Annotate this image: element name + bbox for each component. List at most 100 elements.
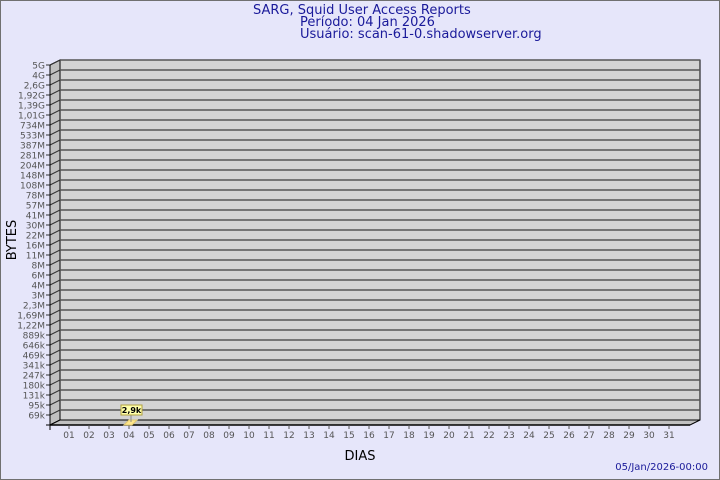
grid-line-side (49, 99, 61, 106)
grid-line-side (49, 89, 61, 96)
x-tick-label: 09 (223, 431, 235, 441)
y-tick-label: 180k (23, 382, 46, 392)
grid-line-side (49, 289, 61, 296)
grid-line-side (49, 109, 61, 116)
x-tick-label: 08 (203, 431, 215, 441)
x-tick-label: 06 (163, 431, 175, 441)
y-tick-label: 1,69M (17, 312, 45, 322)
y-tick-label: 78M (26, 192, 45, 202)
y-tick-label: 1,39G (18, 102, 45, 112)
grid-line-side (49, 79, 61, 86)
x-tick-label: 13 (303, 431, 314, 441)
grid-line-side (49, 219, 61, 226)
y-tick-label: 2,3M (23, 302, 45, 312)
x-tick-label: 10 (243, 431, 255, 441)
x-tick-label: 05 (143, 431, 154, 441)
grid-line-side (49, 349, 61, 356)
x-tick-label: 30 (643, 431, 655, 441)
x-tick-label: 29 (623, 431, 635, 441)
x-tick-label: 23 (503, 431, 514, 441)
grid-line-side (49, 69, 61, 76)
grid-line-side (49, 119, 61, 126)
grid-line-side (49, 309, 61, 316)
grid-line-side (49, 299, 61, 306)
grid-line-side (49, 269, 61, 276)
x-tick-label: 02 (83, 431, 94, 441)
y-tick-label: 889k (23, 332, 46, 342)
x-tick-label: 01 (63, 431, 74, 441)
y-tick-label: 95k (28, 402, 45, 412)
y-tick-label: 341k (23, 362, 46, 372)
y-tick-label: 387M (20, 142, 45, 152)
x-tick-label: 28 (603, 431, 615, 441)
y-tick-label: 6M (32, 272, 46, 282)
x-tick-label: 19 (423, 431, 435, 441)
y-axis-label: BYTES (5, 220, 20, 261)
data-label: 2,9k (122, 406, 142, 415)
x-tick-label: 11 (263, 431, 274, 441)
y-tick-label: 22M (26, 232, 45, 242)
grid-line-side (49, 259, 61, 266)
grid-line-side (49, 189, 61, 196)
data-label-box (120, 404, 143, 416)
grid-line-side (49, 139, 61, 146)
grid-line-side (49, 59, 61, 66)
y-tick-label: 734M (20, 122, 45, 132)
user-label: Usuário: scan-61-0.shadowserver.org (300, 27, 542, 42)
y-tick-label: 533M (20, 132, 45, 142)
grid-line-side (49, 149, 61, 156)
y-tick-label: 646k (23, 342, 46, 352)
grid-line-side (49, 199, 61, 206)
grid-line-side (49, 369, 61, 376)
y-tick-label: 1,92G (18, 92, 45, 102)
y-tick-label: 69k (28, 412, 45, 422)
y-tick-label: 469k (23, 352, 46, 362)
grid-line-side (49, 329, 61, 336)
y-tick-label: 247k (23, 372, 46, 382)
x-tick-label: 27 (583, 431, 594, 441)
x-tick-label: 22 (483, 431, 494, 441)
y-tick-label: 41M (26, 212, 45, 222)
y-tick-label: 204M (20, 162, 45, 172)
grid-line-side (49, 379, 61, 386)
grid-line-side (49, 159, 61, 166)
x-tick-label: 17 (383, 431, 394, 441)
grid-line-side (49, 399, 61, 406)
x-tick-label: 18 (403, 431, 415, 441)
grid-line-side (49, 179, 61, 186)
x-tick-label: 26 (563, 431, 575, 441)
y-tick-label: 108M (20, 182, 45, 192)
y-tick-label: 131k (23, 392, 46, 402)
x-tick-label: 25 (543, 431, 554, 441)
grid-line-side (49, 249, 61, 256)
bar-day-04 (122, 419, 139, 426)
x-tick-label: 12 (283, 431, 294, 441)
x-tick-label: 14 (323, 431, 335, 441)
chart-title: SARG, Squid User Access Reports (253, 3, 471, 18)
y-tick-label: 1,01G (18, 112, 45, 122)
x-tick-label: 21 (463, 431, 474, 441)
x-tick-label: 31 (663, 431, 674, 441)
x-tick-label: 07 (183, 431, 194, 441)
x-axis-label: DIAS (345, 449, 376, 464)
grid-line-side (49, 319, 61, 326)
y-tick-label: 281M (20, 152, 45, 162)
x-tick-label: 16 (363, 431, 375, 441)
y-tick-label: 148M (20, 172, 45, 182)
y-tick-label: 1,22M (17, 322, 45, 332)
y-tick-label: 30M (26, 222, 45, 232)
period-label: Período: 04 Jan 2026 (300, 15, 435, 30)
x-tick-label: 15 (343, 431, 354, 441)
y-tick-label: 3M (32, 292, 46, 302)
y-tick-label: 57M (26, 202, 45, 212)
y-tick-label: 5G (32, 62, 45, 72)
y-tick-label: 4G (32, 72, 45, 82)
grid-line-side (49, 129, 61, 136)
timestamp: 05/Jan/2026-00:00 (615, 462, 708, 473)
grid-line-side (49, 239, 61, 246)
y-tick-label: 8M (32, 262, 46, 272)
y-tick-label: 11M (26, 252, 45, 262)
grid-line-side (49, 389, 61, 396)
grid-line-side (49, 359, 61, 366)
